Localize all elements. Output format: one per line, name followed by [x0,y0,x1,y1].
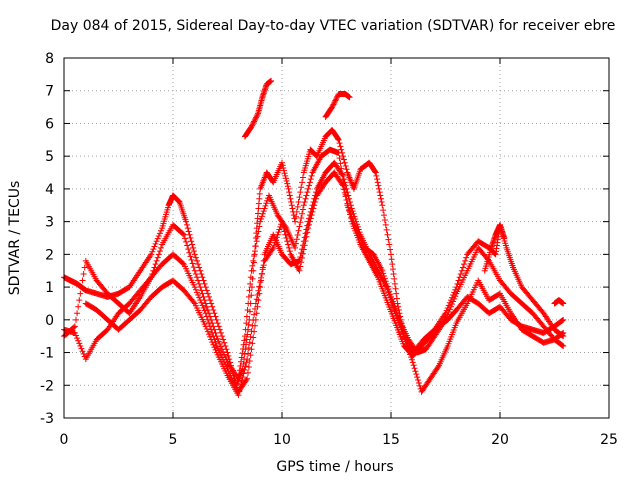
y-tick-label: -1 [40,346,54,362]
y-tick-label: 8 [45,51,54,67]
data-point-markers [241,77,275,140]
data-point-markers [82,169,567,399]
y-tick-label: 0 [45,313,54,329]
series-trace-f [322,91,353,120]
series-trace-g [481,221,508,274]
y-tick-label: 7 [45,84,54,100]
x-tick-label: 20 [491,432,509,448]
y-tick-label: 2 [45,247,54,263]
x-axis-label: GPS time / hours [276,459,393,475]
x-tick-label: 0 [60,432,69,448]
data-point-markers [61,146,567,382]
y-tick-label: 4 [45,182,54,198]
y-tick-label: -2 [40,378,54,394]
chart-title: Day 084 of 2015, Sidereal Day-to-day VTE… [51,18,616,34]
y-tick-label: 3 [45,215,54,231]
plot-frame [63,57,610,419]
x-tick-label: 10 [273,432,291,448]
data-point-markers [551,297,567,307]
y-axis-label: SDTVAR / TECUs [7,181,23,296]
series-trace-e [241,77,275,140]
series-trace-b [61,146,567,382]
x-tick-label: 5 [169,432,178,448]
series-trace-h [551,297,567,307]
data-points [61,77,567,399]
x-tick-label: 15 [382,432,400,448]
y-tick-label: 6 [45,116,54,132]
grid-layer [64,58,609,418]
x-tick-label: 25 [600,432,618,448]
series-trace-d [82,169,567,399]
y-tick-label: -3 [40,411,54,427]
y-tick-label: 5 [45,149,54,165]
data-point-markers [481,221,508,274]
axis-ticks: -3 -2 -1 0 1 2 3 4 5 6 7 8 0 5 10 15 20 25 [40,51,618,448]
data-point-markers [322,91,353,120]
y-tick-label: 1 [45,280,54,296]
